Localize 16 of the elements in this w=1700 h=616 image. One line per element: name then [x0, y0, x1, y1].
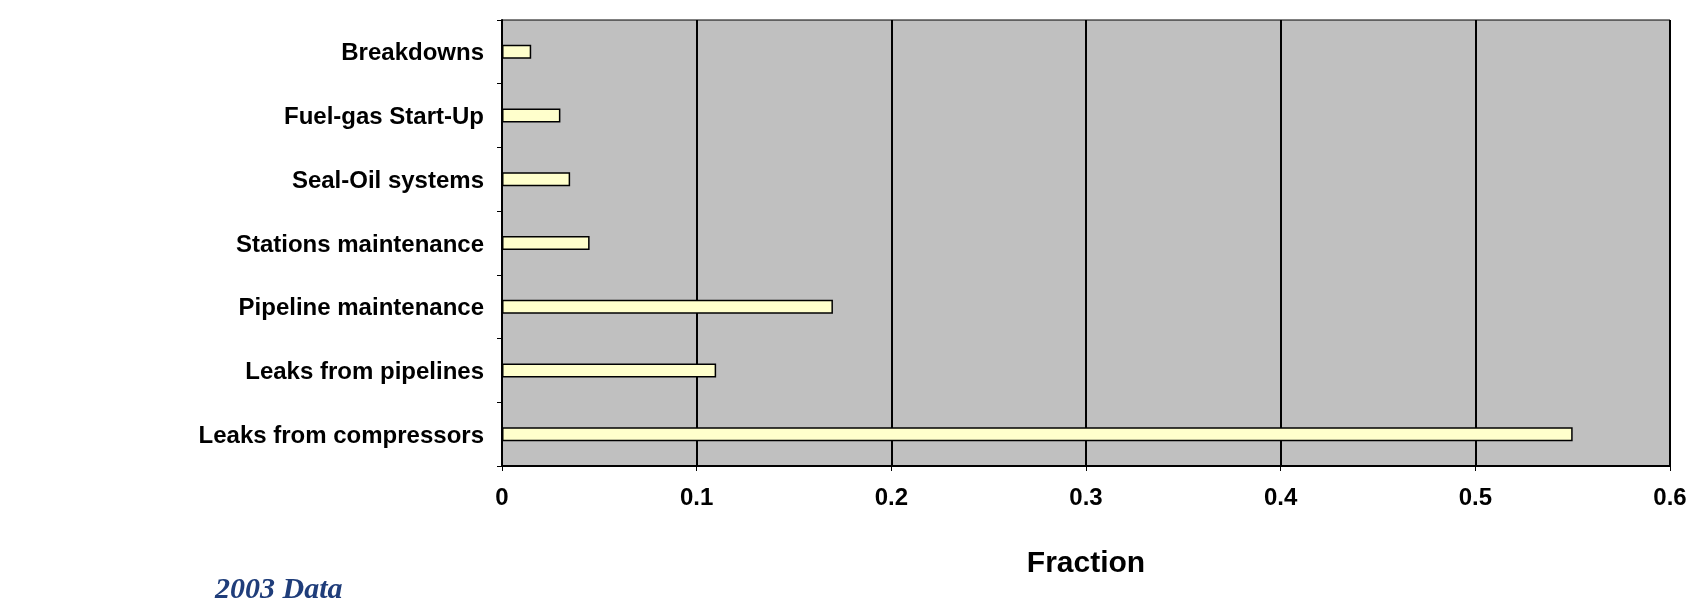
x-tick-label: 0.1: [679, 482, 714, 510]
y-tick-label: Leaks from compressors: [198, 420, 484, 448]
y-tick-label: Seal-Oil systems: [291, 165, 484, 193]
text: 2003 Data: [214, 570, 343, 604]
y-tick-label: Stations maintenance: [235, 229, 484, 257]
y-tick-label: Leaks from pipelines: [245, 356, 484, 384]
x-tick-label: 0.2: [874, 482, 909, 510]
x-tick-label: 0.3: [1069, 482, 1103, 510]
x-tick-label: 0.4: [1263, 482, 1298, 510]
x-tick-label: 0.5: [1458, 482, 1493, 510]
x-tick-label: 0: [495, 482, 509, 510]
x-tick-label: 0.6: [1653, 482, 1687, 510]
x-axis-title: Fraction: [1026, 544, 1146, 578]
y-tick-label: Breakdowns: [341, 38, 484, 66]
y-tick-label: Pipeline maintenance: [238, 293, 484, 321]
y-tick-label: Fuel-gas Start-Up: [283, 102, 484, 130]
